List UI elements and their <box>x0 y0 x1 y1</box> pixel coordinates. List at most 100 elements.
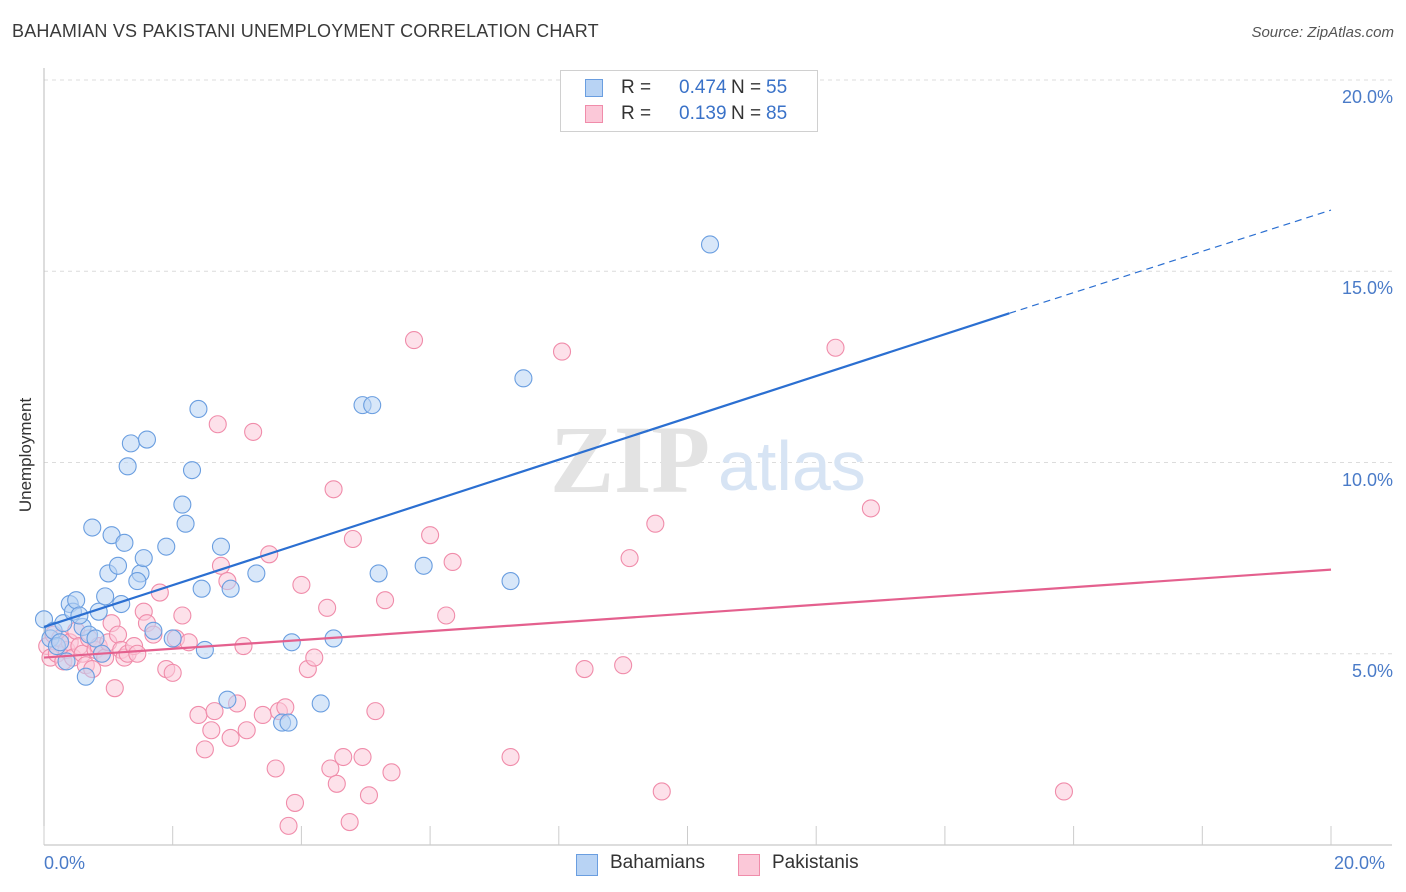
gridlines <box>44 79 1392 655</box>
bottom-legend-label: Bahamians <box>610 852 706 873</box>
y-tick-label: 15.0% <box>1341 278 1393 299</box>
bahamians-point <box>501 572 520 591</box>
y-tick-label: 20.0% <box>1341 87 1393 107</box>
stats-legend: R = 0.474 N = 55 R = 0.139 N = 85 <box>560 70 818 132</box>
legend-n-value: 55 <box>766 77 788 98</box>
trend-line-bahamians-extension <box>1009 209 1332 314</box>
bahamians-point <box>414 556 433 575</box>
pakistanis-point <box>195 740 214 759</box>
axes <box>43 68 1392 846</box>
legend-n-value: 85 <box>766 103 788 124</box>
y-tick-label: 10.0% <box>1341 469 1393 490</box>
pakistanis-point <box>221 728 240 747</box>
bahamians-point <box>115 533 134 552</box>
legend-swatch-bahamians <box>585 79 603 97</box>
bahamians-point <box>157 537 176 556</box>
bahamians-point <box>108 556 128 575</box>
legend-swatch-pakistanis <box>585 105 603 123</box>
bahamians-point <box>118 457 137 476</box>
trend-line-bahamians <box>43 312 1010 629</box>
x-tick-label-max: 20.0% <box>1334 853 1386 873</box>
bahamians-point <box>192 579 211 598</box>
pakistanis-point <box>652 782 671 801</box>
bahamians-point <box>76 667 95 686</box>
bahamians-point <box>134 549 153 568</box>
legend-r-value: 0.139 <box>679 103 727 124</box>
pakistanis-point <box>173 606 192 625</box>
bahamians-point <box>86 629 105 648</box>
pakistanis-point <box>620 549 639 568</box>
legend-r-value: 0.474 <box>679 77 727 98</box>
pakistanis-point <box>318 598 337 617</box>
trend-line-pakistanis <box>43 568 1332 659</box>
pakistanis-point <box>244 422 263 441</box>
pakistanis-point <box>285 793 305 812</box>
pakistanis-point <box>343 529 362 549</box>
pakistanis-point <box>321 759 340 778</box>
pakistanis-point <box>208 415 227 434</box>
bottom-legend-swatch-bahamians <box>576 854 598 876</box>
bahamians-point <box>51 633 70 652</box>
bahamians-point <box>163 629 182 648</box>
pakistanis-point <box>552 342 572 361</box>
bahamians-point <box>363 396 382 415</box>
pakistanis-point <box>1054 782 1073 801</box>
pakistanis-point <box>108 625 128 644</box>
legend-n-label: N = <box>731 77 762 98</box>
pakistanis-point <box>189 705 208 725</box>
pakistanis-point <box>163 663 182 682</box>
bottom-legend-swatch-pakistanis <box>738 854 760 876</box>
pakistanis-point <box>359 786 379 805</box>
bahamians-point <box>144 621 163 640</box>
watermark-atlas: atlas <box>718 427 866 505</box>
pakistanis-point <box>421 526 440 545</box>
pakistanis-point <box>234 637 253 656</box>
pakistanis-point <box>501 747 520 767</box>
pakistanis-point <box>253 705 272 725</box>
pakistanis-point <box>376 591 395 610</box>
pakistanis-point <box>443 552 462 572</box>
chart-title: BAHAMIAN VS PAKISTANI UNEMPLOYMENT CORRE… <box>12 21 599 41</box>
bahamians-point <box>218 690 237 709</box>
pakistanis-point <box>366 702 385 721</box>
pakistanis-point <box>205 702 224 721</box>
pakistanis-point <box>826 338 845 357</box>
y-axis-label: Unemployment <box>16 397 35 513</box>
pakistanis-point <box>305 648 324 667</box>
bahamians-point <box>311 694 330 713</box>
source-credit: Source: ZipAtlas.com <box>1251 24 1394 41</box>
pakistanis-point <box>292 575 311 594</box>
pakistanis-point <box>237 721 256 740</box>
bahamians-point <box>195 640 214 659</box>
pakistanis-point <box>382 763 401 782</box>
pakistanis-point <box>324 480 343 499</box>
bahamians-point <box>67 591 86 610</box>
pakistanis-point <box>327 774 346 793</box>
bahamians-point <box>83 518 102 537</box>
pakistanis-point <box>105 679 124 698</box>
pakistanis-point <box>437 606 456 625</box>
watermark: ZIP atlas <box>550 406 866 513</box>
bahamians-point <box>176 514 195 533</box>
bahamians-point <box>137 430 157 449</box>
pakistanis-point <box>202 721 221 740</box>
trend-lines <box>43 209 1332 659</box>
bahamians-point <box>221 579 240 598</box>
pakistanis-point <box>575 659 594 679</box>
bahamians-point <box>279 713 298 732</box>
watermark-zip: ZIP <box>550 406 710 513</box>
bahamians-point <box>247 564 266 583</box>
bahamians-point <box>211 537 231 556</box>
pakistanis-point <box>646 514 665 533</box>
bahamians-point <box>282 633 301 652</box>
pakistanis-point <box>861 499 880 518</box>
pakistanis-point <box>340 812 359 832</box>
bahamians-point <box>128 572 147 591</box>
pakistanis-point <box>404 331 424 350</box>
legend-r-label: R = <box>621 103 652 124</box>
pakistanis-point <box>276 698 295 717</box>
pakistanis-point <box>279 816 298 835</box>
pakistanis-point <box>128 644 147 663</box>
pakistanis-point <box>353 747 372 767</box>
